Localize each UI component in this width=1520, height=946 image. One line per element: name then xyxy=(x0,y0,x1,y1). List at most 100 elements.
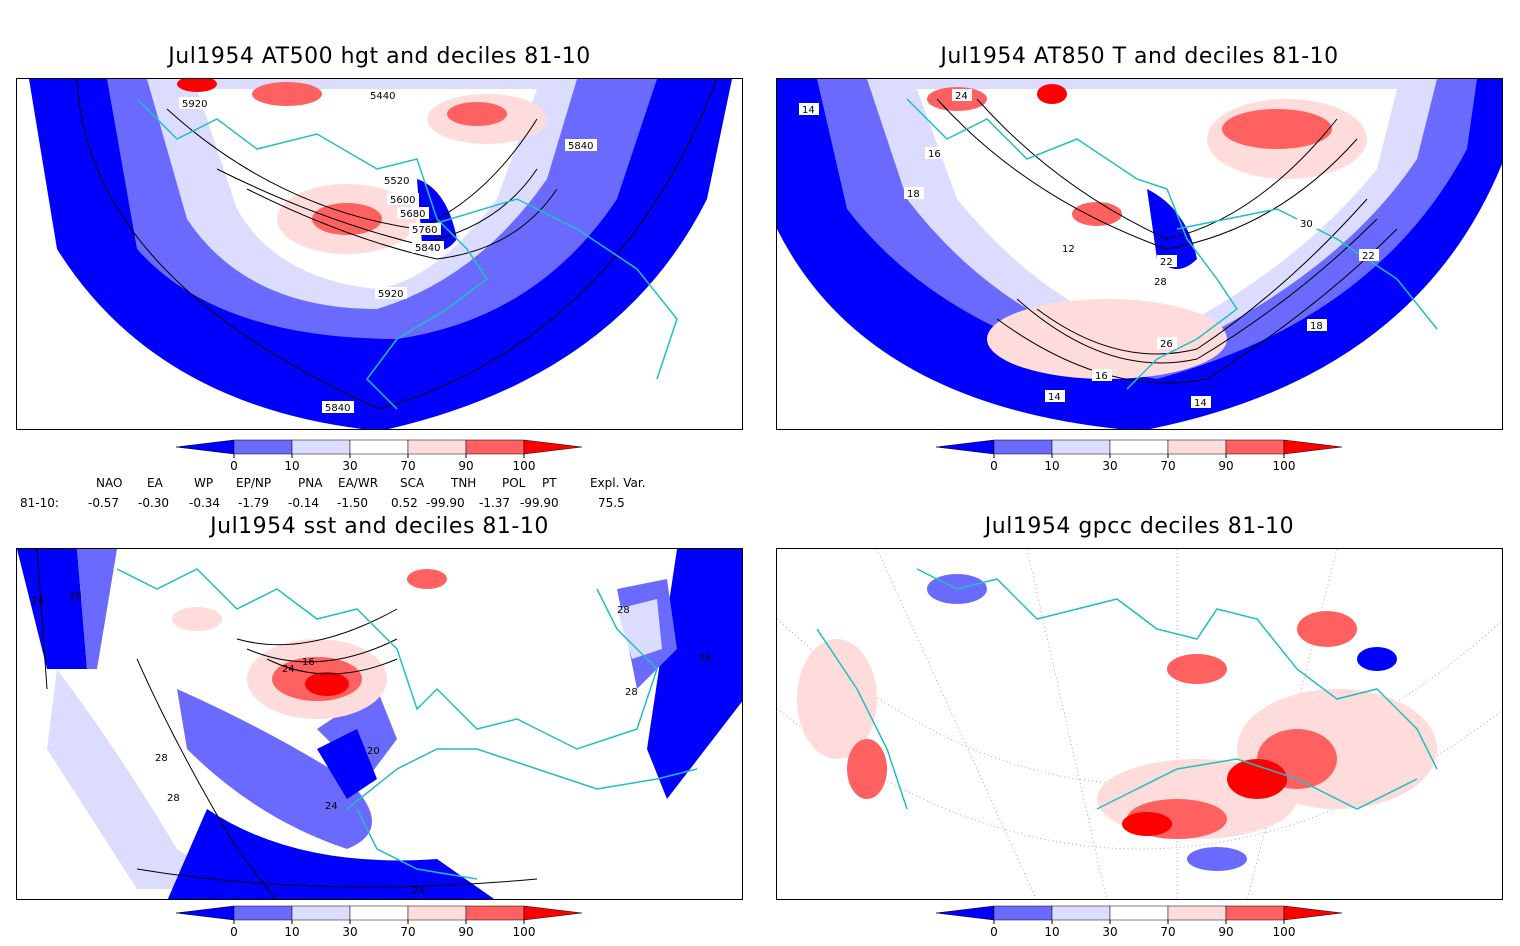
contour-label: 5920 xyxy=(378,289,403,300)
index-name: EA/WR xyxy=(338,476,379,490)
panel-2-title: Jul1954 AT850 T and deciles 81-10 xyxy=(940,44,1339,69)
colorbar-segment xyxy=(993,905,1053,921)
index-row-label: 81-10: xyxy=(20,496,59,510)
colorbar-segment xyxy=(465,905,525,921)
colorbar-tick-label: 90 xyxy=(1218,459,1233,473)
colorbar-segment xyxy=(291,439,351,455)
colorbar-tick-label: 100 xyxy=(1273,925,1296,939)
contour-label: 22 xyxy=(1160,257,1173,268)
colorbar-tick-label: 90 xyxy=(1218,925,1233,939)
index-value: -1.79 xyxy=(238,496,270,510)
contour-label: 12 xyxy=(1062,244,1075,255)
panel-2-colorbar: 0 10 30 70 90 100 xyxy=(935,439,1346,480)
coastline-2 xyxy=(1176,208,1438,330)
index-name: PNA xyxy=(298,476,323,490)
contour-label: 26 xyxy=(1160,339,1173,350)
contour-label: 5840 xyxy=(568,141,593,152)
colorbar-arrow-low xyxy=(175,905,235,921)
colorbar-segment xyxy=(349,905,409,921)
colorbar-tick-label: 30 xyxy=(1102,925,1117,939)
contour-label: 24 xyxy=(325,801,338,812)
coastline-2 xyxy=(1096,758,1418,810)
index-value: -0.30 xyxy=(138,496,170,510)
coastline-1 xyxy=(116,568,658,750)
coastline-1 xyxy=(136,98,489,410)
contour-label: 24 xyxy=(412,886,425,897)
contour-label: 18 xyxy=(1310,321,1323,332)
colorbar-segment xyxy=(349,439,409,455)
coastline-2 xyxy=(416,198,678,380)
contour-label: 26 xyxy=(699,653,712,664)
contour-label: 28 xyxy=(617,605,630,616)
colorbar-segment xyxy=(291,905,351,921)
colorbar-segment xyxy=(1051,439,1111,455)
panel-3-colorbar: 0 10 30 70 90 100 xyxy=(175,905,586,946)
colorbar-arrow-low xyxy=(935,439,995,455)
anomaly-mid-red-2 xyxy=(1072,202,1122,226)
anomaly-deep-red-1 xyxy=(177,79,217,92)
index-value: -1.50 xyxy=(337,496,369,510)
anomaly-mid-red-1 xyxy=(312,203,382,235)
contour-label: 16 xyxy=(928,149,941,160)
index-value: -1.37 xyxy=(479,496,511,510)
contour-label: 24 xyxy=(31,596,44,607)
colorbar-tick-label: 0 xyxy=(230,459,238,473)
contour-label: 28 xyxy=(69,591,82,602)
colorbar-tick-label: 10 xyxy=(1044,459,1059,473)
colorbar-segment xyxy=(1225,439,1285,455)
colorbar-tick-label: 10 xyxy=(284,925,299,939)
ocean-deep-blue-2 xyxy=(167,809,495,899)
contour-label: 5520 xyxy=(384,176,409,187)
precip-anomalies xyxy=(797,574,1437,871)
index-value: -0.34 xyxy=(189,496,221,510)
anomaly-mid-red-3 xyxy=(252,82,322,106)
coastline-2 xyxy=(346,748,698,810)
contour-label: 16 xyxy=(302,657,315,668)
contour-1 xyxy=(936,98,1358,250)
index-name: PT xyxy=(542,476,557,490)
anomaly-deep-red-1 xyxy=(305,672,349,696)
coastline-3 xyxy=(816,628,908,810)
contour-label: 5760 xyxy=(412,225,437,236)
colorbar-segment xyxy=(407,439,467,455)
colorbar-segment xyxy=(1167,905,1227,921)
contour-label: 24 xyxy=(955,91,968,102)
contour-4 xyxy=(246,188,558,260)
contour-label: 14 xyxy=(802,105,815,116)
contour-label: 5600 xyxy=(390,195,415,206)
contour-label: 14 xyxy=(1048,392,1061,403)
colorbar-arrow-high xyxy=(523,439,583,455)
panel-1-title: Jul1954 AT500 hgt and deciles 81-10 xyxy=(168,44,591,69)
colorbar-tick-label: 70 xyxy=(400,925,415,939)
panel-3-map: 24 28 24 16 28 28 24 20 24 26 28 28 xyxy=(16,548,743,900)
index-value: 0.52 xyxy=(391,496,418,510)
contour-2 xyxy=(166,108,538,230)
contour-6 xyxy=(136,868,538,888)
index-name: EP/NP xyxy=(236,476,272,490)
index-name: NAO xyxy=(96,476,123,490)
ocean-mid-blue-1 xyxy=(77,549,117,669)
contour-label: 22 xyxy=(1362,251,1375,262)
contour-4 xyxy=(246,638,398,663)
anomaly-deep-blue-core xyxy=(1147,189,1197,269)
panel-1-colorbar: 0 10 30 70 90 100 xyxy=(175,439,586,480)
colorbar-tick-label: 30 xyxy=(342,925,357,939)
colorbar-segment xyxy=(233,439,293,455)
colorbar-tick-label: 100 xyxy=(1273,459,1296,473)
contour-1 xyxy=(76,79,718,410)
contour-label-group: 5920 5440 5840 5520 5600 5680 5760 5840 … xyxy=(179,89,597,414)
index-value: -0.14 xyxy=(288,496,320,510)
colorbar-segment xyxy=(993,439,1053,455)
panel-4-map xyxy=(776,548,1503,900)
colorbar-tick-label: 70 xyxy=(1160,459,1175,473)
index-name: EA xyxy=(147,476,163,490)
anomaly-deep-red-1 xyxy=(1037,84,1067,104)
panel-2-map: 14 24 16 18 12 22 28 30 22 18 26 16 14 1… xyxy=(776,78,1503,430)
contour-2 xyxy=(136,658,277,899)
ocean-deep-blue-1 xyxy=(17,549,87,669)
contour-label: 28 xyxy=(1154,277,1167,288)
colorbar-segment xyxy=(407,905,467,921)
anomaly-light-red-2 xyxy=(172,607,222,631)
ocean-mid-blue-2 xyxy=(177,689,372,849)
colorbar-arrow-high xyxy=(523,905,583,921)
